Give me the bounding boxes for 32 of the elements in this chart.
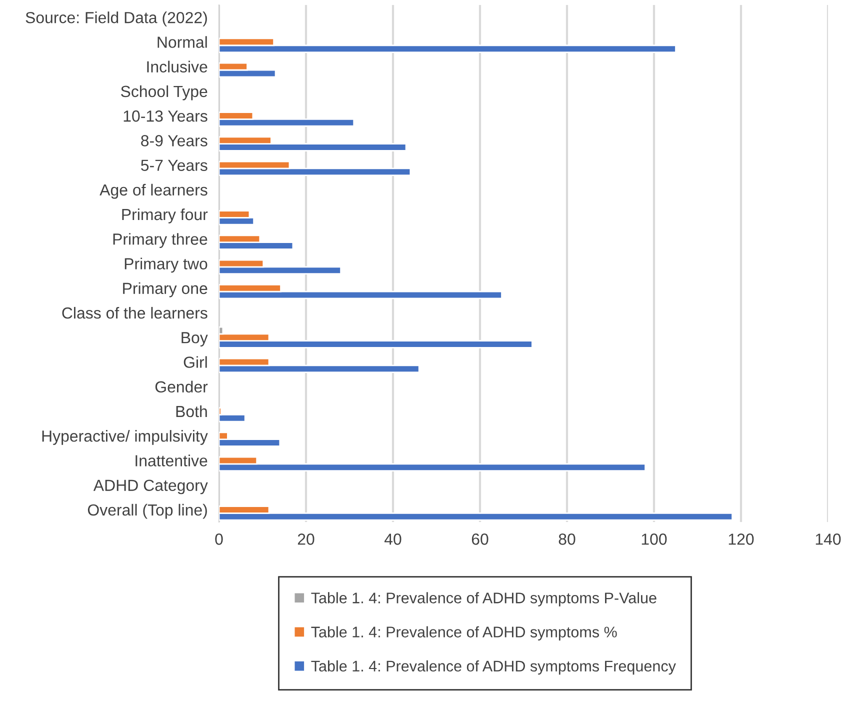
x-tick-label: 100 [642,534,667,545]
y-tick-label: 10-13 Years [124,110,208,122]
y-tick-label: Hyperactive/ impulsivity [42,430,208,445]
y-tick-label: 8-9 Years [141,135,208,146]
y-tick-label: Normal [158,36,207,48]
x-tick-label: 20 [298,534,314,545]
y-tick-label: Source: Field Data (2022) [26,12,207,26]
legend-label: Table 1. 4: Prevalence of ADHD symptoms Frequency [311,660,676,675]
legend-label: Table 1. 4: Prevalence of ADHD symptoms P-Value [311,592,656,606]
legend-label: Table 1. 4: Prevalence of ADHD symptoms % [311,626,617,640]
y-tick-label: Overall (Top line) [88,504,207,519]
y-tick-label: Primary one [123,282,208,298]
y-tick-label: Boy [182,332,208,346]
y-tick-label: ADHD Category [93,480,208,494]
x-tick-label: 80 [558,534,576,545]
y-tick-label: Inclusive [147,60,208,72]
y-tick-label: Inattentive [136,454,208,466]
y-tick-label: 5-7 Years [141,160,208,171]
y-tick-label: Gender [155,380,208,393]
y-tick-label: Primary four [122,208,208,224]
y-tick-label: Class of the learners [62,306,208,319]
x-tick-label: 40 [384,534,402,545]
x-tick-label: 60 [472,534,488,545]
y-tick-label: Age of learners [100,184,208,199]
y-tick-label: Primary two [124,258,208,273]
y-tick-label: Girl [184,356,207,368]
y-tick-label: Primary three [113,233,208,248]
y-tick-label: School Type [120,85,208,100]
x-tick-label: 140 [816,534,841,545]
y-tick-label: Both [176,405,207,418]
x-tick-label: 120 [728,534,754,545]
x-tick-label: 0 [215,534,223,545]
